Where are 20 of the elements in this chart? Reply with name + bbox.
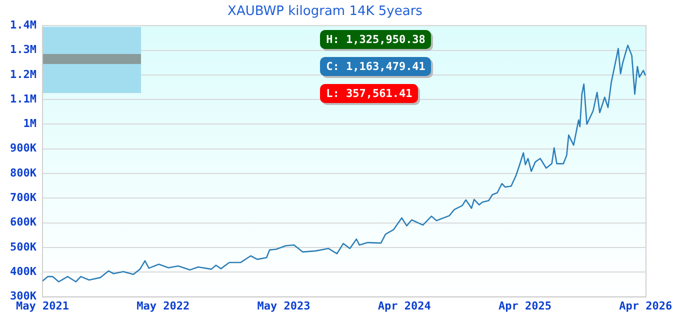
- y-tick-label: 1.1M: [10, 92, 37, 106]
- annotation: H: 1,325,950.38: [320, 30, 432, 49]
- x-tick-label: May 2023: [257, 299, 310, 312]
- y-tick-label: 700K: [10, 191, 37, 204]
- y-tick-label: 500K: [10, 240, 37, 254]
- y-tick-label: 900K: [10, 142, 37, 155]
- y-tick-label: 600K: [10, 216, 37, 229]
- y-tick-label: 800K: [10, 166, 37, 180]
- x-tick-label: Apr 2026: [619, 299, 673, 312]
- x-tick-label: Apr 2025: [498, 299, 552, 312]
- annotation: C: 1,163,479.41: [320, 56, 432, 76]
- chart-title: XAUBWP kilogram 14K 5years: [228, 4, 423, 20]
- x-tick-label: May 2022: [136, 299, 190, 312]
- y-tick-label: 1.4M: [10, 18, 37, 32]
- y-tick-label: 1.3M: [10, 43, 37, 56]
- y-tick-label: 1M: [23, 117, 37, 130]
- annotation: L: 357,561.41: [320, 84, 418, 103]
- y-tick-label: 400K: [10, 265, 37, 278]
- y-tick-label: 1.2M: [10, 68, 37, 81]
- x-tick-label: Apr 2024: [378, 299, 432, 312]
